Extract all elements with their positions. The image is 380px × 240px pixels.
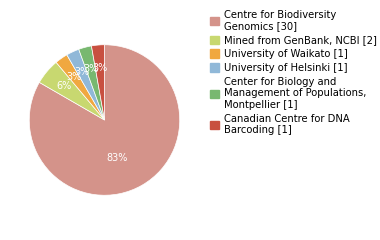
Text: 3%: 3% — [74, 67, 90, 77]
Wedge shape — [67, 49, 104, 120]
Text: 3%: 3% — [92, 63, 108, 72]
Legend: Centre for Biodiversity
Genomics [30], Mined from GenBank, NCBI [2], University : Centre for Biodiversity Genomics [30], M… — [210, 10, 377, 135]
Wedge shape — [40, 62, 105, 120]
Wedge shape — [29, 45, 180, 195]
Wedge shape — [92, 45, 105, 120]
Text: 83%: 83% — [106, 153, 128, 163]
Wedge shape — [79, 46, 105, 120]
Text: 3%: 3% — [66, 72, 82, 82]
Text: 3%: 3% — [83, 64, 98, 74]
Wedge shape — [56, 55, 104, 120]
Text: 6%: 6% — [57, 81, 72, 91]
